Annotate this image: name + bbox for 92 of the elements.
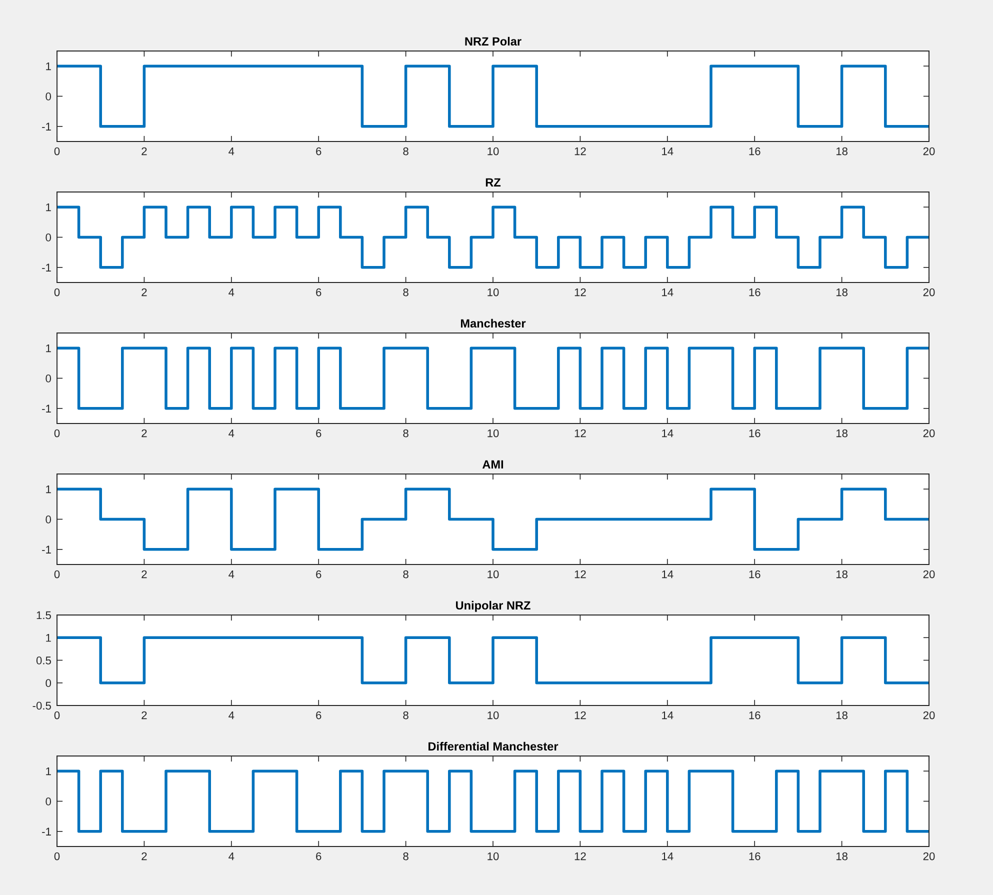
x-tick-label: 10: [488, 288, 499, 296]
x-tick-label: 8: [403, 147, 408, 156]
x-tick-label: 6: [316, 147, 322, 156]
x-tick-label: 20: [923, 852, 935, 860]
y-tick-label: -1: [42, 404, 51, 412]
x-tick-label: 8: [403, 429, 408, 438]
x-tick-label: 14: [662, 711, 674, 720]
x-tick-label: 18: [836, 429, 848, 438]
x-tick-label: 0: [54, 711, 60, 720]
x-tick-label: 20: [923, 711, 935, 720]
y-tick-label: 0: [46, 374, 52, 382]
x-tick-label: 8: [403, 711, 408, 720]
y-tick-label: 1.5: [36, 611, 51, 620]
x-tick-label: 18: [836, 147, 848, 156]
x-tick-label: 8: [403, 570, 408, 578]
x-tick-label: 2: [142, 852, 147, 860]
x-tick-label: 0: [54, 852, 60, 860]
x-tick-label: 6: [316, 429, 322, 438]
y-tick-label: 1: [46, 485, 51, 494]
x-tick-label: 16: [749, 429, 760, 438]
chart-title: AMI: [482, 460, 504, 468]
x-tick-label: 2: [142, 429, 147, 438]
x-tick-label: 14: [662, 288, 674, 296]
x-tick-label: 4: [228, 147, 234, 156]
x-tick-label: 16: [749, 711, 760, 720]
x-tick-label: 12: [574, 288, 586, 296]
x-tick-label: 4: [228, 852, 234, 860]
x-tick-label: 0: [54, 147, 60, 156]
y-tick-label: -1: [42, 122, 51, 130]
x-tick-label: 10: [488, 570, 499, 578]
y-tick-label: -0.5: [32, 702, 51, 710]
x-tick-label: 6: [316, 570, 322, 578]
x-tick-label: 10: [488, 852, 499, 860]
y-tick-label: 0.5: [36, 656, 51, 664]
y-tick-label: -1: [42, 828, 51, 836]
x-tick-label: 10: [488, 147, 499, 156]
y-tick-label: 0: [46, 234, 52, 242]
y-tick-label: 0: [46, 679, 52, 688]
x-tick-label: 10: [488, 429, 499, 438]
x-tick-label: 2: [142, 288, 147, 296]
x-tick-label: 6: [316, 288, 322, 296]
x-tick-label: 16: [749, 147, 760, 156]
x-tick-label: 8: [403, 288, 408, 296]
chart-title: Manchester: [460, 318, 526, 328]
x-tick-label: 18: [836, 711, 848, 720]
x-tick-label: 16: [749, 852, 760, 860]
y-tick-label: 1: [46, 634, 51, 642]
x-tick-label: 0: [54, 570, 60, 578]
x-tick-label: 6: [316, 711, 322, 720]
x-tick-label: 2: [142, 147, 147, 156]
y-tick-label: 0: [46, 798, 52, 806]
chart-title: NRZ Polar: [465, 36, 522, 46]
x-tick-label: 14: [662, 570, 674, 578]
x-tick-label: 20: [923, 147, 935, 156]
x-tick-label: 20: [923, 288, 935, 296]
x-tick-label: 20: [923, 570, 935, 578]
x-tick-label: 0: [54, 288, 60, 296]
x-tick-label: 12: [574, 570, 586, 578]
x-tick-label: 4: [228, 429, 234, 438]
x-tick-label: 8: [403, 852, 408, 860]
x-tick-label: 18: [836, 570, 848, 578]
chart-title: Unipolar NRZ: [456, 600, 530, 612]
chart-title: RZ: [486, 178, 501, 186]
x-tick-label: 12: [574, 852, 586, 860]
x-tick-label: 12: [574, 147, 586, 156]
x-tick-label: 18: [836, 852, 848, 860]
x-tick-label: 14: [662, 429, 674, 438]
x-tick-label: 0: [54, 429, 60, 438]
y-tick-label: 1: [46, 767, 51, 776]
x-tick-label: 16: [749, 288, 760, 296]
y-tick-label: 0: [46, 92, 52, 100]
y-tick-label: 1: [46, 62, 51, 70]
y-tick-label: -1: [42, 546, 51, 554]
y-tick-label: 0: [46, 516, 52, 524]
x-tick-label: 2: [142, 570, 147, 578]
x-tick-label: 4: [228, 711, 234, 720]
x-tick-label: 6: [316, 852, 322, 860]
y-tick-label: 1: [46, 344, 51, 352]
y-tick-label: -1: [42, 264, 51, 272]
x-tick-label: 2: [142, 711, 147, 720]
x-tick-label: 4: [228, 288, 234, 296]
y-tick-label: 1: [46, 203, 51, 212]
x-tick-label: 12: [574, 711, 586, 720]
x-tick-label: 10: [488, 711, 499, 720]
x-tick-label: 20: [923, 429, 935, 438]
x-tick-label: 16: [749, 570, 760, 578]
x-tick-label: 18: [836, 288, 848, 296]
chart-title: Differential Manchester: [428, 742, 558, 751]
x-tick-label: 14: [662, 852, 674, 860]
x-tick-label: 12: [574, 429, 586, 438]
x-tick-label: 4: [228, 570, 234, 578]
x-tick-label: 14: [662, 147, 674, 156]
